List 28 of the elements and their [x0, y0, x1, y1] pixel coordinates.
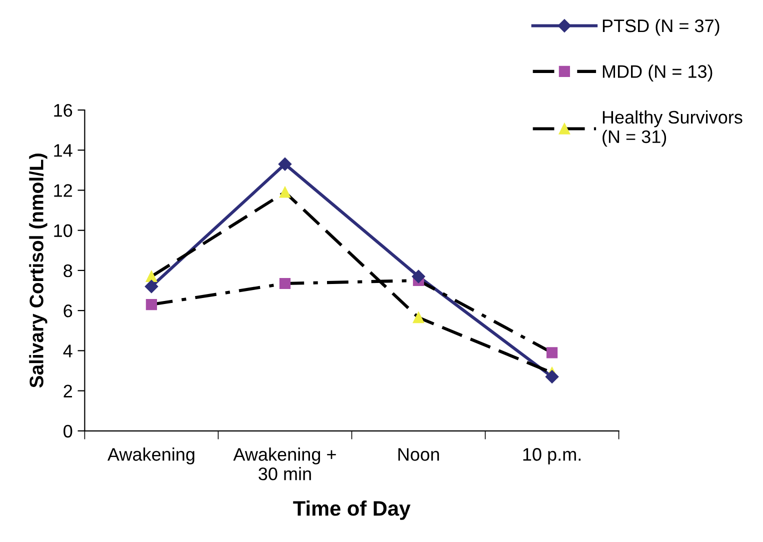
legend-label: MDD (N = 13): [602, 64, 712, 82]
x-tick-label: 10 p.m.: [523, 448, 580, 464]
point: [144, 280, 158, 294]
point: [545, 370, 559, 384]
y-axis-title: Salivary Cortisol (nmol/L): [29, 154, 48, 388]
y-tick-label: 4: [63, 344, 72, 358]
point: [279, 186, 291, 198]
y-tick-label: 2: [64, 384, 72, 398]
point: [546, 347, 558, 358]
legend-label: PTSD (N = 37): [602, 18, 720, 36]
legend-label: Healthy Survivors (N = 31): [602, 110, 742, 147]
point: [146, 270, 158, 282]
x-tick-label: Noon: [398, 448, 439, 461]
x-tick-label: Awakening: [107, 448, 194, 464]
y-tick-label: 8: [64, 264, 72, 278]
y-tick-label: 12: [54, 184, 72, 197]
point: [279, 278, 291, 290]
x-tick-label: Awakening + 30 min: [233, 448, 336, 480]
point: [146, 298, 158, 310]
point: [412, 312, 424, 324]
point: [412, 270, 426, 284]
y-tick-label: 14: [54, 144, 72, 157]
y-tick-label: 6: [64, 304, 72, 318]
y-tick-label: 10: [54, 224, 72, 238]
point: [278, 158, 292, 171]
y-tick-label: 16: [54, 104, 72, 117]
x-axis-title: Time of Day: [293, 500, 410, 520]
y-tick-label: 0: [64, 424, 72, 438]
